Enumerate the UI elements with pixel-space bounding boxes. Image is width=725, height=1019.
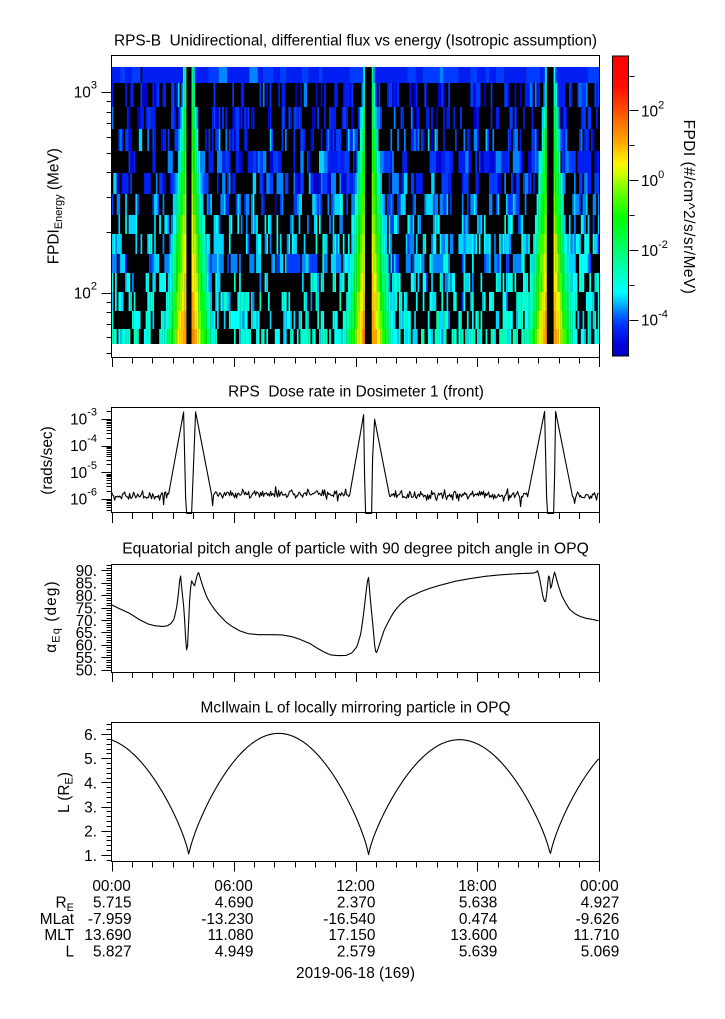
svg-text:102: 102 [74, 280, 97, 302]
svg-text:60.: 60. [76, 638, 97, 655]
svg-text:10-3: 10-3 [70, 407, 97, 429]
svg-text:αEq (deg): αEq (deg) [43, 580, 63, 652]
svg-text:(rads/sec): (rads/sec) [39, 426, 56, 494]
svg-text:55.: 55. [76, 650, 97, 667]
svg-text:17.150: 17.150 [328, 927, 375, 944]
svg-text:2019-06-18 (169): 2019-06-18 (169) [296, 965, 415, 982]
svg-text:1.: 1. [84, 848, 97, 865]
svg-text:6.: 6. [84, 727, 97, 744]
svg-text:MLT: MLT [44, 927, 74, 944]
svg-text:RPS Dose rate in Dosimeter 1: RPS Dose rate in Dosimeter 1 (front) [228, 384, 484, 401]
svg-text:103: 103 [74, 80, 97, 102]
svg-text:-16.540: -16.540 [323, 911, 375, 928]
svg-text:85.: 85. [76, 576, 97, 593]
svg-text:MLat: MLat [40, 911, 75, 928]
svg-text:13.600: 13.600 [450, 927, 497, 944]
svg-text:75.: 75. [76, 600, 97, 617]
svg-text:-13.230: -13.230 [201, 911, 253, 928]
svg-text:06:00: 06:00 [214, 878, 253, 895]
svg-text:18:00: 18:00 [458, 878, 497, 895]
svg-text:10-6: 10-6 [70, 486, 97, 508]
svg-text:4.927: 4.927 [581, 894, 620, 911]
svg-text:-7.959: -7.959 [88, 911, 132, 928]
svg-text:2.370: 2.370 [337, 894, 376, 911]
svg-text:11.710: 11.710 [573, 927, 619, 944]
svg-text:Equatorial pitch angle of part: Equatorial pitch angle of particle with … [122, 541, 589, 558]
svg-text:4.690: 4.690 [215, 894, 254, 911]
svg-text:50.: 50. [76, 662, 97, 679]
svg-text:McIlwain L of locally mirrorin: McIlwain L of locally mirroring particle… [201, 700, 511, 717]
svg-text:FPDIEnergy (MeV): FPDIEnergy (MeV) [46, 148, 66, 264]
svg-text:70.: 70. [76, 613, 97, 630]
svg-text:10-2: 10-2 [641, 239, 668, 260]
svg-text:100: 100 [641, 169, 664, 190]
svg-text:90.: 90. [76, 563, 97, 580]
svg-text:10-4: 10-4 [70, 433, 97, 455]
svg-text:12:00: 12:00 [336, 878, 375, 895]
svg-text:102: 102 [641, 99, 664, 120]
svg-text:2.579: 2.579 [337, 944, 376, 961]
svg-text:L (RE): L (RE) [56, 772, 76, 813]
svg-text:FPDI (#/cm^2/s/sr/MeV): FPDI (#/cm^2/s/sr/MeV) [680, 120, 697, 295]
svg-text:13.690: 13.690 [84, 927, 131, 944]
svg-text:11.080: 11.080 [208, 927, 254, 944]
svg-text:5.639: 5.639 [459, 944, 498, 961]
svg-text:2.: 2. [84, 824, 97, 841]
svg-text:4.: 4. [84, 775, 97, 792]
svg-text:4.949: 4.949 [215, 944, 254, 961]
svg-text:65.: 65. [76, 625, 97, 642]
svg-text:00:00: 00:00 [92, 878, 131, 895]
svg-text:-9.626: -9.626 [576, 911, 620, 928]
svg-text:5.715: 5.715 [93, 894, 132, 911]
svg-text:3.: 3. [84, 799, 97, 816]
svg-text:5.827: 5.827 [93, 944, 132, 961]
svg-text:RPS-B Unidirectional, differe: RPS-B Unidirectional, differential flux … [114, 33, 597, 50]
svg-text:10-4: 10-4 [641, 309, 668, 330]
svg-text:5.638: 5.638 [459, 894, 498, 911]
svg-text:5.069: 5.069 [581, 944, 620, 961]
svg-text:00:00: 00:00 [580, 878, 619, 895]
svg-text:5.: 5. [84, 751, 97, 768]
svg-text:L: L [65, 944, 74, 961]
svg-text:80.: 80. [76, 588, 97, 605]
svg-text:0.474: 0.474 [459, 911, 498, 928]
svg-text:10-5: 10-5 [70, 460, 97, 482]
